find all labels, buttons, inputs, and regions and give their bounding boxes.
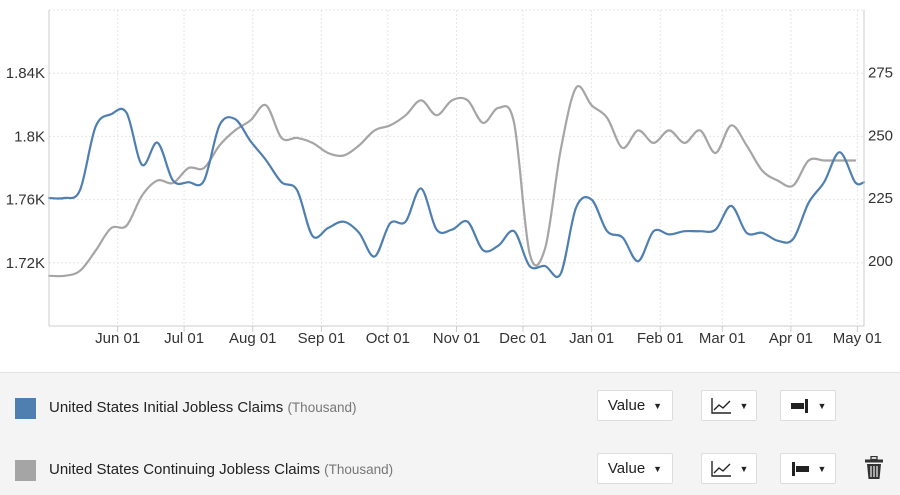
right-y-tick-label: 250 — [868, 127, 893, 144]
series-name: United States Initial Jobless Claims — [49, 399, 284, 416]
right-axis-icon — [790, 398, 808, 413]
series-line-initial-claims — [47, 107, 866, 279]
right-y-tick-label: 200 — [868, 253, 893, 270]
value-select-label: Value — [607, 397, 646, 414]
x-tick-label: May 01 — [833, 330, 882, 347]
line-chart: Jun 01 Jul 01 Aug 01 Sep 01 Oct 01 Nov 01 Dec … — [6, 9, 893, 347]
x-tick-label: Feb 01 — [637, 330, 684, 347]
line-chart-icon — [710, 460, 731, 477]
x-tick-label: Oct 01 — [366, 330, 410, 347]
series-line-continuing-claims — [47, 84, 857, 278]
series-color-swatch[interactable] — [15, 398, 36, 419]
axis-select[interactable]: ▼ — [780, 453, 836, 484]
legend-row-continuing-claims: United States Continuing Jobless Claims … — [0, 451, 900, 491]
x-tick-label: Jun 01 — [95, 330, 140, 347]
caret-down-icon: ▼ — [653, 400, 663, 411]
line-chart-icon — [710, 397, 731, 414]
series-label: United States Continuing Jobless Claims … — [49, 461, 393, 478]
x-tick-label: Aug 01 — [229, 330, 277, 347]
legend-panel: United States Initial Jobless Claims (Th… — [0, 372, 900, 495]
x-tick-label: Dec 01 — [499, 330, 547, 347]
caret-down-icon: ▼ — [653, 463, 663, 474]
x-tick-label: Sep 01 — [298, 330, 346, 347]
value-select[interactable]: Value ▼ — [597, 453, 673, 484]
axis-select[interactable]: ▼ — [780, 390, 836, 421]
trash-icon — [865, 455, 883, 479]
legend-row-initial-claims: United States Initial Jobless Claims (Th… — [0, 388, 900, 428]
chart-area: Jun 01 Jul 01 Aug 01 Sep 01 Oct 01 Nov 01 Dec … — [6, 9, 893, 347]
value-select[interactable]: Value ▼ — [597, 390, 673, 421]
series-color-swatch[interactable] — [15, 460, 36, 481]
series-layer — [47, 84, 866, 279]
caret-down-icon: ▼ — [817, 463, 827, 474]
grid-layer — [49, 9, 864, 326]
right-y-tick-label: 225 — [868, 190, 893, 207]
left-axis-icon — [791, 461, 809, 476]
left-y-tick-label: 1.8K — [14, 128, 45, 145]
value-select-label: Value — [607, 460, 646, 477]
chart-type-select[interactable]: ▼ — [701, 390, 757, 421]
x-tick-label: Mar 01 — [699, 330, 746, 347]
x-tick-label: Jan 01 — [569, 330, 614, 347]
x-tick-label: Nov 01 — [433, 330, 481, 347]
x-tick-label: Apr 01 — [769, 330, 813, 347]
series-name: United States Continuing Jobless Claims — [49, 461, 320, 478]
caret-down-icon: ▼ — [739, 463, 749, 474]
x-tick-label: Jul 01 — [164, 330, 204, 347]
caret-down-icon: ▼ — [817, 400, 827, 411]
left-y-tick-label: 1.76K — [6, 192, 45, 209]
delete-series-button[interactable] — [864, 455, 884, 480]
axis-layer: Jun 01 Jul 01 Aug 01 Sep 01 Oct 01 Nov 01 Dec … — [6, 10, 893, 347]
left-y-tick-label: 1.84K — [6, 65, 45, 82]
caret-down-icon: ▼ — [739, 400, 749, 411]
left-y-tick-label: 1.72K — [6, 255, 45, 272]
series-unit: (Thousand) — [324, 462, 394, 477]
series-unit: (Thousand) — [287, 400, 357, 415]
chart-type-select[interactable]: ▼ — [701, 453, 757, 484]
series-label: United States Initial Jobless Claims (Th… — [49, 399, 356, 416]
right-y-tick-label: 275 — [868, 65, 893, 82]
